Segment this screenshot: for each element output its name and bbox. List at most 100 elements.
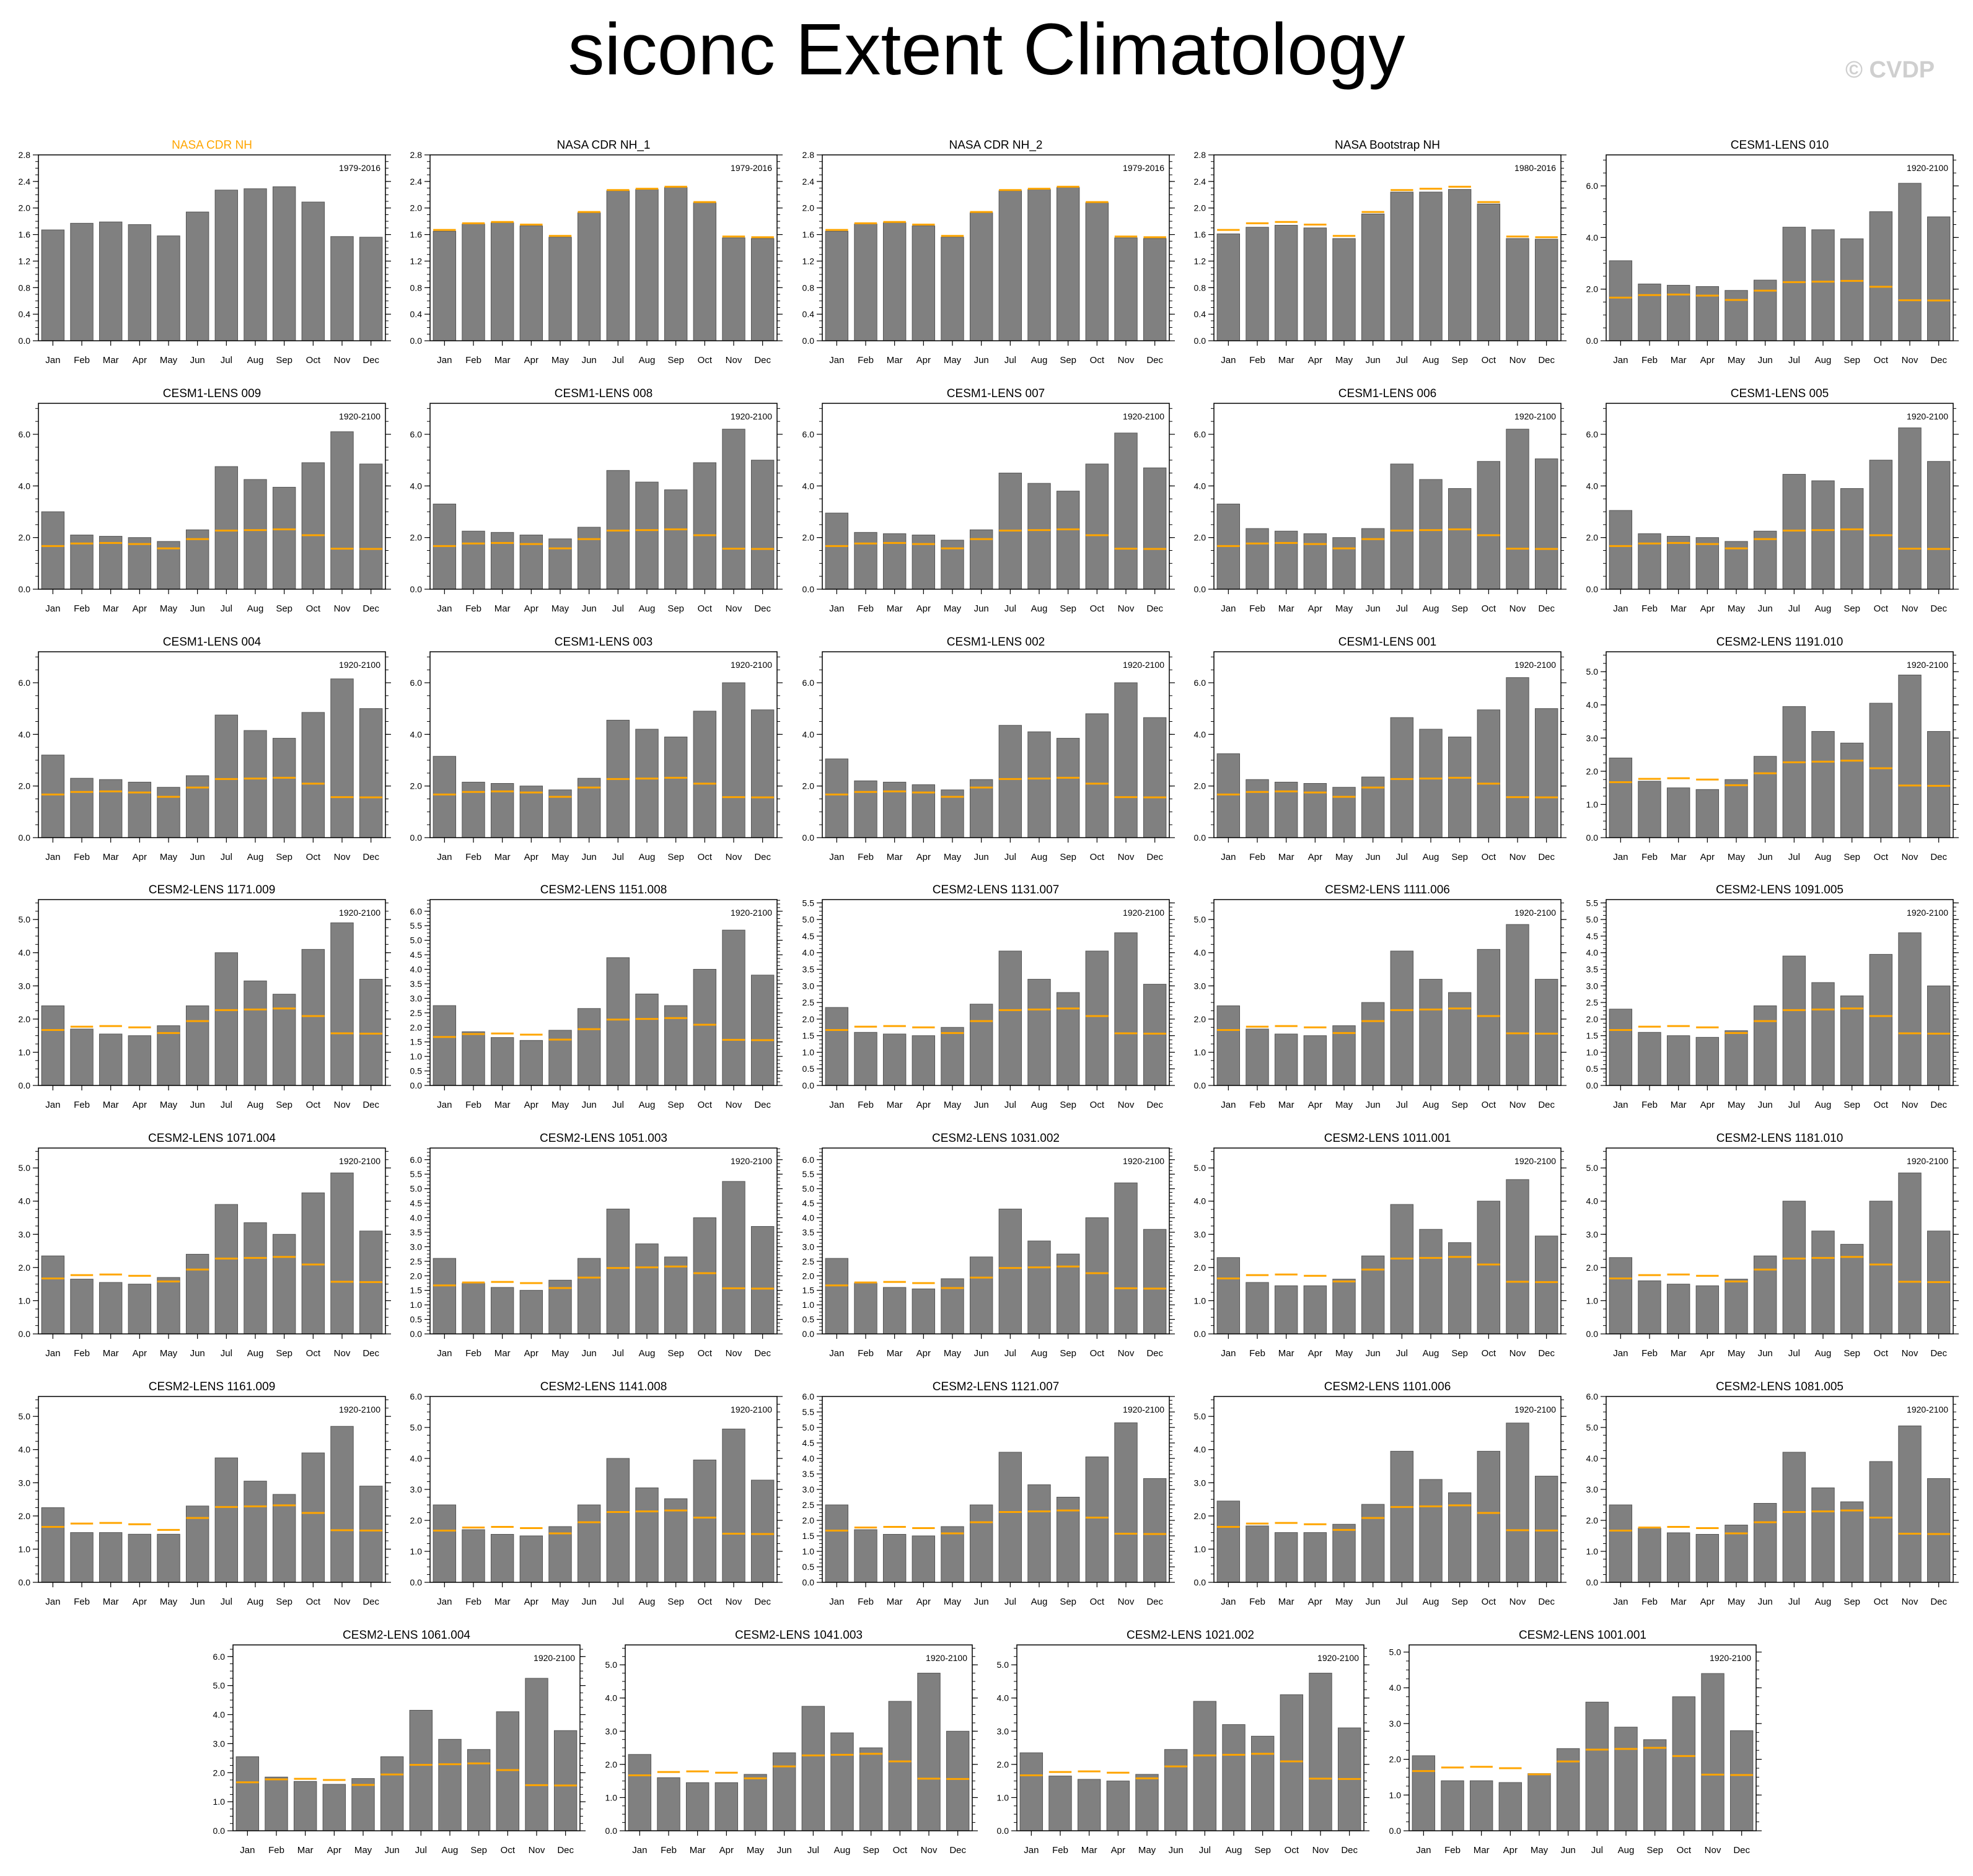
bar-nov [1506, 429, 1529, 590]
y-tick-label: 1.0 [802, 1546, 815, 1556]
bar-mar [1666, 284, 1690, 341]
bar-feb [265, 1776, 288, 1831]
y-tick-label: 2.0 [802, 533, 815, 543]
bar-jul [1782, 227, 1806, 341]
bar-apr [1695, 1037, 1720, 1086]
y-tick-label: 1.0 [19, 1544, 31, 1554]
x-tick-label: Jun [385, 1845, 400, 1856]
y-tick-label: 3.0 [213, 1738, 226, 1748]
y-tick-label: 3.0 [1586, 1229, 1599, 1239]
bar-sep [272, 486, 296, 590]
chart-title: NASA CDR NH [172, 139, 252, 152]
plot-frame [1606, 403, 1954, 590]
plot-frame [822, 1147, 1170, 1335]
bar-oct [301, 1192, 325, 1335]
x-tick-label: Dec [1733, 1845, 1750, 1856]
bar-dec [750, 460, 775, 590]
y-tick-label: 2.0 [1194, 1511, 1206, 1521]
y-tick-label: 0.5 [802, 1315, 815, 1325]
x-tick-label: Oct [1874, 1100, 1889, 1110]
bar-oct [693, 462, 717, 590]
bar-mar [882, 222, 907, 341]
bar-aug [1811, 1230, 1835, 1335]
chart-title: CESM2-LENS 1181.010 [1716, 1132, 1843, 1145]
x-tick-label: Oct [1874, 603, 1889, 614]
y-tick-label: 5.0 [1194, 914, 1206, 924]
bar-aug [1027, 1484, 1051, 1583]
y-tick-label: 1.0 [1586, 1047, 1599, 1057]
x-tick-label: Nov [1312, 1845, 1329, 1856]
bar-oct [1477, 949, 1501, 1086]
y-tick-label: 3.0 [802, 1242, 815, 1251]
bar-oct [693, 711, 717, 838]
x-tick-label: Jul [1004, 1597, 1016, 1607]
bar-aug [1419, 1479, 1443, 1583]
x-tick-label: Mar [1278, 1348, 1294, 1359]
bar-oct [1869, 1461, 1893, 1583]
x-tick-label: Mar [1671, 852, 1687, 862]
bar-feb [1638, 781, 1661, 838]
chart-title: CESM1-LENS 007 [947, 387, 1045, 400]
bar-oct [1672, 1696, 1696, 1831]
x-tick-label: Jun [190, 1100, 205, 1110]
y-tick-label: 3.5 [802, 965, 815, 975]
plot-frame [429, 403, 778, 590]
bar-feb [854, 1282, 877, 1335]
bar-feb [1246, 1028, 1269, 1086]
x-tick-label: Apr [1308, 1348, 1322, 1359]
x-tick-label: Aug [1815, 852, 1832, 862]
y-tick-label: 3.0 [1389, 1719, 1402, 1729]
y-tick-label: 1.0 [997, 1792, 1009, 1802]
x-tick-label: Apr [1700, 1597, 1715, 1607]
bar-oct [1477, 461, 1501, 590]
bar-sep [467, 1749, 491, 1831]
chart-panel: NASA Bootstrap NH 1980-2016 0.0 0.4 0.8 1.2 1.… [1194, 139, 1567, 366]
y-tick-label: 4.5 [802, 931, 815, 941]
y-tick-label: 5.5 [410, 921, 423, 931]
bar-jan [1216, 1005, 1241, 1086]
y-tick-label: 4.0 [1586, 1453, 1599, 1463]
chart-title: NASA CDR NH_2 [949, 139, 1043, 152]
bar-sep [664, 737, 688, 838]
y-tick-label: 0.0 [1586, 1329, 1599, 1339]
bar-apr [322, 1784, 346, 1831]
x-tick-label: Jun [1366, 1100, 1381, 1110]
x-tick-label: Jan [45, 852, 60, 862]
y-tick-label: 2.0 [410, 1271, 423, 1281]
bar-oct [693, 969, 717, 1086]
y-tick-label: 5.0 [802, 914, 815, 924]
chart-panel: CESM2-LENS 1131.007 1920-2100 0.0 0.5 1.0 1.5… [802, 883, 1175, 1110]
x-tick-label: Sep [863, 1845, 879, 1856]
x-tick-label: Jul [1396, 1348, 1408, 1359]
x-tick-label: Jan [829, 852, 844, 862]
x-tick-label: Jul [221, 1597, 232, 1607]
x-tick-label: Apr [524, 1100, 538, 1110]
y-tick-label: 5.0 [410, 936, 423, 945]
x-tick-label: Aug [1815, 1100, 1832, 1110]
x-tick-label: Jun [190, 355, 205, 366]
y-tick-label: 1.0 [410, 1051, 423, 1061]
x-tick-label: Jul [221, 1348, 232, 1359]
x-tick-label: Sep [276, 603, 292, 614]
bar-nov [1898, 932, 1922, 1086]
y-tick-label: 5.5 [802, 1169, 815, 1179]
x-tick-label: Jun [190, 1348, 205, 1359]
bar-feb [1246, 1525, 1269, 1583]
x-tick-label: Jan [240, 1845, 255, 1856]
x-tick-label: May [944, 1597, 962, 1607]
x-tick-label: Feb [1249, 603, 1265, 614]
x-tick-label: Oct [306, 603, 321, 614]
bar-apr [519, 226, 543, 341]
y-tick-label: 4.0 [1194, 948, 1206, 958]
y-tick-label: 3.0 [19, 1229, 31, 1239]
plot-frame [1213, 651, 1562, 838]
x-tick-label: May [551, 355, 569, 366]
bar-sep [272, 738, 296, 838]
x-tick-label: Nov [921, 1845, 938, 1856]
x-tick-label: Jun [190, 603, 205, 614]
bar-may [1332, 238, 1356, 341]
bar-jun [969, 1504, 993, 1583]
y-tick-label: 0.8 [19, 283, 31, 292]
bar-apr [1303, 1532, 1327, 1583]
x-tick-label: Oct [306, 852, 321, 862]
